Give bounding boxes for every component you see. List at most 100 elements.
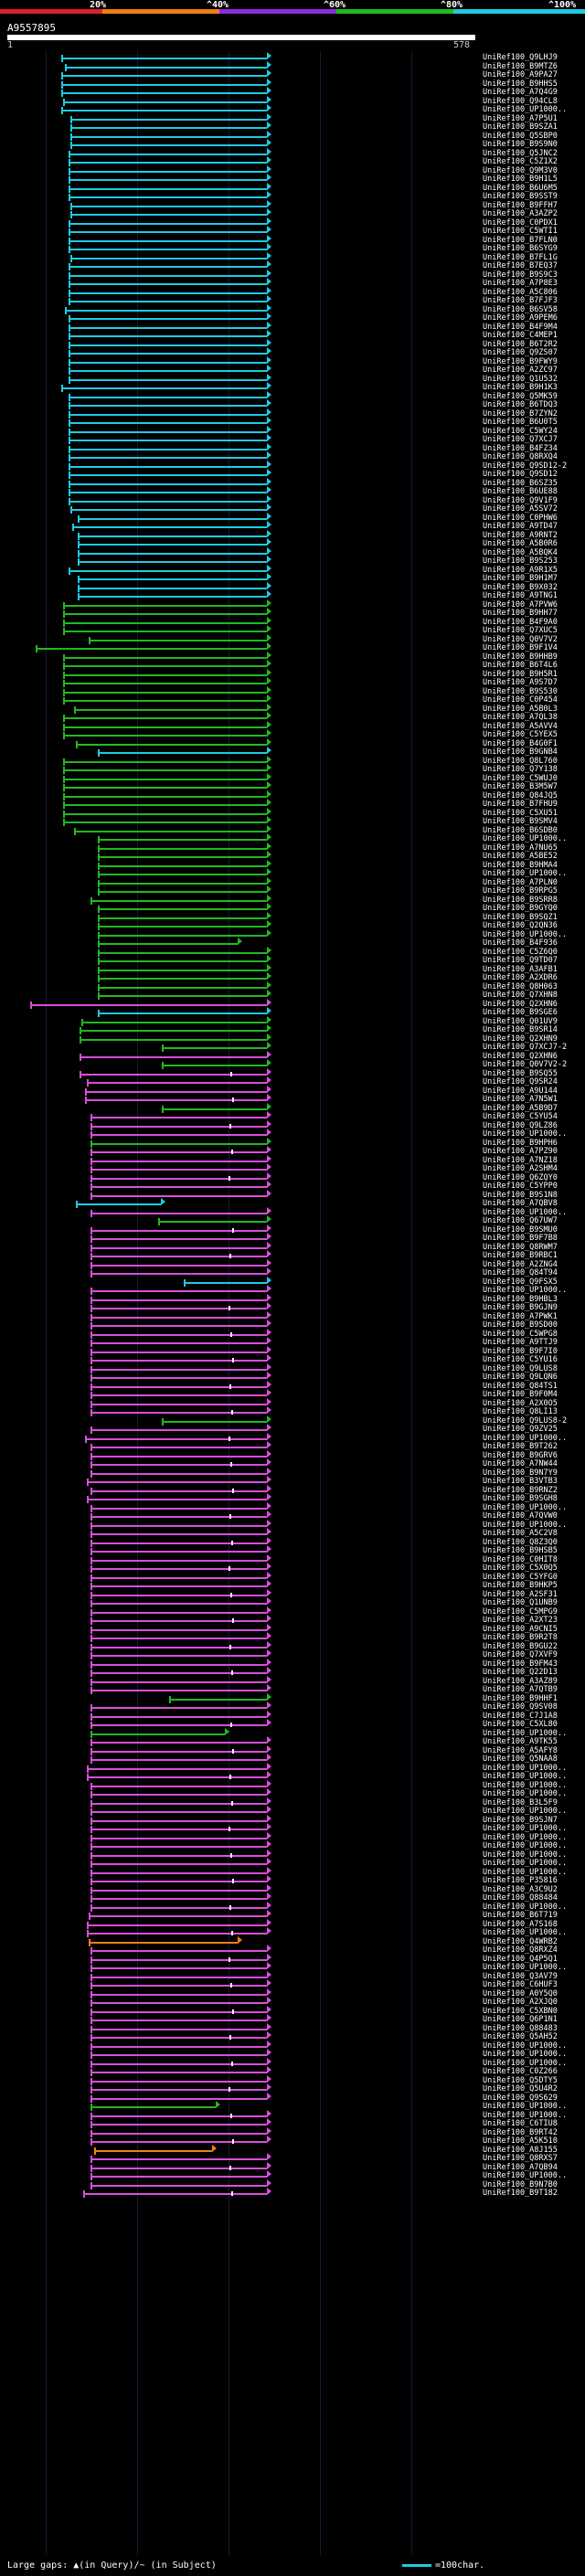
alignment-bar[interactable]	[98, 862, 267, 870]
hit-row[interactable]: UniRef100_B9RPG5	[0, 885, 585, 897]
hit-label[interactable]: UniRef100_Q9LZ86	[483, 1120, 558, 1130]
hit-row[interactable]: UniRef100_B6U6M5	[0, 182, 585, 195]
alignment-bar[interactable]	[70, 115, 267, 123]
hit-label[interactable]: UniRef100_B9RT42	[483, 2127, 558, 2137]
alignment-bar[interactable]	[63, 810, 267, 818]
hit-label[interactable]: UniRef100_B9R2T8	[483, 1633, 558, 1642]
hit-row[interactable]: UniRef100_A7PVW6	[0, 599, 585, 611]
hit-label[interactable]: UniRef100_Q9SD12-2	[483, 461, 568, 471]
hit-row[interactable]: UniRef100_Q5AH52	[0, 2031, 585, 2043]
hit-label[interactable]: UniRef100_B9N7Y9	[483, 1468, 558, 1478]
alignment-bar[interactable]	[89, 1913, 267, 1920]
hit-row[interactable]: UniRef100_A2XDR6	[0, 972, 585, 984]
hit-row[interactable]: UniRef100_B9SZA1	[0, 122, 585, 133]
alignment-bar[interactable]	[90, 1799, 267, 1807]
hit-row[interactable]: UniRef100_Q5SBP0	[0, 130, 585, 143]
hit-label[interactable]: UniRef100_B3M5W7	[483, 782, 558, 791]
alignment-bar[interactable]	[90, 1990, 267, 1998]
alignment-bar[interactable]	[90, 2017, 267, 2024]
hit-row[interactable]: UniRef100_B6T2R2	[0, 338, 585, 351]
alignment-bar[interactable]	[69, 410, 267, 419]
hit-row[interactable]: UniRef100_A9CNI5	[0, 1623, 585, 1636]
hit-row[interactable]: UniRef100_B9MTZ6	[0, 60, 585, 73]
hit-label[interactable]: UniRef100_UP1000..	[483, 2110, 568, 2120]
hit-row[interactable]: UniRef100_B6UE88	[0, 486, 585, 498]
hit-row[interactable]: UniRef100_Q0V7V2-2	[0, 1059, 585, 1071]
hit-label[interactable]: UniRef100_B9HBL3	[483, 1294, 558, 1304]
hit-label[interactable]: UniRef100_Q5DTY5	[483, 2075, 558, 2085]
alignment-bar[interactable]	[90, 1782, 267, 1790]
alignment-bar[interactable]	[90, 1444, 267, 1451]
alignment-bar[interactable]	[78, 549, 267, 557]
hit-row[interactable]: UniRef100_B6SDB0	[0, 824, 585, 837]
hit-label[interactable]: UniRef100_B6SV58	[483, 304, 558, 314]
hit-label[interactable]: UniRef100_B3VTB3	[483, 1477, 558, 1486]
hit-label[interactable]: UniRef100_C5XL80	[483, 1720, 558, 1729]
alignment-bar[interactable]	[90, 1756, 267, 1764]
hit-row[interactable]: UniRef100_C5MPG9	[0, 1606, 585, 1618]
hit-row[interactable]: UniRef100_B9GJN9	[0, 1302, 585, 1314]
hit-row[interactable]: UniRef100_B6SV58	[0, 303, 585, 316]
hit-row[interactable]: UniRef100_UP1000..	[0, 1866, 585, 1879]
hit-label[interactable]: UniRef100_B9F7B8	[483, 1234, 558, 1243]
alignment-bar[interactable]	[63, 653, 267, 662]
hit-label[interactable]: UniRef100_B9SZA1	[483, 122, 558, 132]
hit-row[interactable]: UniRef100_A9TD47	[0, 521, 585, 533]
alignment-bar[interactable]	[69, 462, 267, 471]
hit-row[interactable]: UniRef100_UP1000..	[0, 2049, 585, 2061]
hit-row[interactable]: UniRef100_A7P8E3	[0, 278, 585, 290]
hit-row[interactable]: UniRef100_B3VTB3	[0, 1476, 585, 1488]
alignment-bar[interactable]	[90, 1521, 267, 1530]
hit-label[interactable]: UniRef100_A3C9U2	[483, 1884, 558, 1894]
alignment-bar[interactable]	[70, 202, 267, 210]
hit-label[interactable]: UniRef100_A2ZNG4	[483, 1259, 558, 1269]
hit-row[interactable]: UniRef100_A9S7D7	[0, 677, 585, 689]
alignment-bar[interactable]	[90, 1270, 267, 1277]
hit-row[interactable]: UniRef100_Q8RXZ4	[0, 1945, 585, 1956]
hit-row[interactable]: UniRef100_Q6P1N1	[0, 2014, 585, 2026]
hit-label[interactable]: UniRef100_Q3AV79	[483, 1971, 558, 1981]
hit-label[interactable]: UniRef100_B9FWY9	[483, 356, 558, 366]
hit-row[interactable]: UniRef100_A5BE52	[0, 851, 585, 863]
hit-label[interactable]: UniRef100_A5AVV4	[483, 721, 558, 731]
hit-row[interactable]: UniRef100_B9SQ55	[0, 1067, 585, 1080]
hit-row[interactable]: UniRef100_C6TIU8	[0, 2118, 585, 2130]
hit-label[interactable]: UniRef100_B3L5F9	[483, 1797, 558, 1807]
alignment-bar[interactable]	[90, 1583, 267, 1590]
hit-row[interactable]: UniRef100_Q8Z3Q0	[0, 1536, 585, 1549]
hit-row[interactable]: UniRef100_B9N7Y9	[0, 1467, 585, 1479]
hit-row[interactable]: UniRef100_C4MEP1	[0, 330, 585, 342]
hit-label[interactable]: UniRef100_C5WTI1	[483, 227, 558, 236]
hit-row[interactable]: UniRef100_B7EQ37	[0, 260, 585, 272]
alignment-bar[interactable]	[90, 1851, 267, 1860]
hit-label[interactable]: UniRef100_Q9LQN6	[483, 1373, 558, 1382]
hit-row[interactable]: UniRef100_Q3AV79	[0, 1970, 585, 1983]
alignment-bar[interactable]	[162, 1044, 267, 1052]
hit-label[interactable]: UniRef100_B9HMA4	[483, 860, 558, 870]
hit-label[interactable]: UniRef100_A9TTJ9	[483, 1338, 558, 1347]
hit-label[interactable]: UniRef100_B9F0M4	[483, 1390, 558, 1399]
hit-label[interactable]: UniRef100_Q8RXZ4	[483, 1945, 558, 1955]
hit-row[interactable]: UniRef100_B9T182	[0, 2188, 585, 2200]
hit-label[interactable]: UniRef100_B7EQ37	[483, 261, 558, 270]
alignment-bar[interactable]	[98, 958, 267, 965]
hit-label[interactable]: UniRef100_UP1000..	[483, 1520, 568, 1530]
hit-row[interactable]: UniRef100_B9S530	[0, 685, 585, 698]
hit-label[interactable]: UniRef100_B9GJN9	[483, 1303, 558, 1312]
alignment-bar[interactable]	[90, 2008, 267, 2016]
hit-label[interactable]: UniRef100_B9HH77	[483, 609, 558, 618]
alignment-bar[interactable]	[90, 1288, 267, 1295]
hit-row[interactable]: UniRef100_A9PA27	[0, 69, 585, 81]
hit-label[interactable]: UniRef100_A9PA27	[483, 70, 558, 80]
alignment-bar[interactable]	[61, 90, 267, 97]
hit-label[interactable]: UniRef100_Q9SD12	[483, 470, 558, 479]
alignment-bar[interactable]	[65, 63, 267, 71]
hit-row[interactable]: UniRef100_B9HHS5	[0, 78, 585, 90]
hit-label[interactable]: UniRef100_Q9SR24	[483, 1077, 558, 1087]
hit-row[interactable]: UniRef100_B7FLN0	[0, 234, 585, 247]
hit-label[interactable]: UniRef100_UP1000..	[483, 1129, 568, 1139]
alignment-bar[interactable]	[90, 1652, 267, 1659]
hit-label[interactable]: UniRef100_B9FFH7	[483, 200, 558, 210]
alignment-bar[interactable]	[90, 1860, 267, 1868]
hit-row[interactable]: UniRef100_A7Q4G9	[0, 87, 585, 99]
